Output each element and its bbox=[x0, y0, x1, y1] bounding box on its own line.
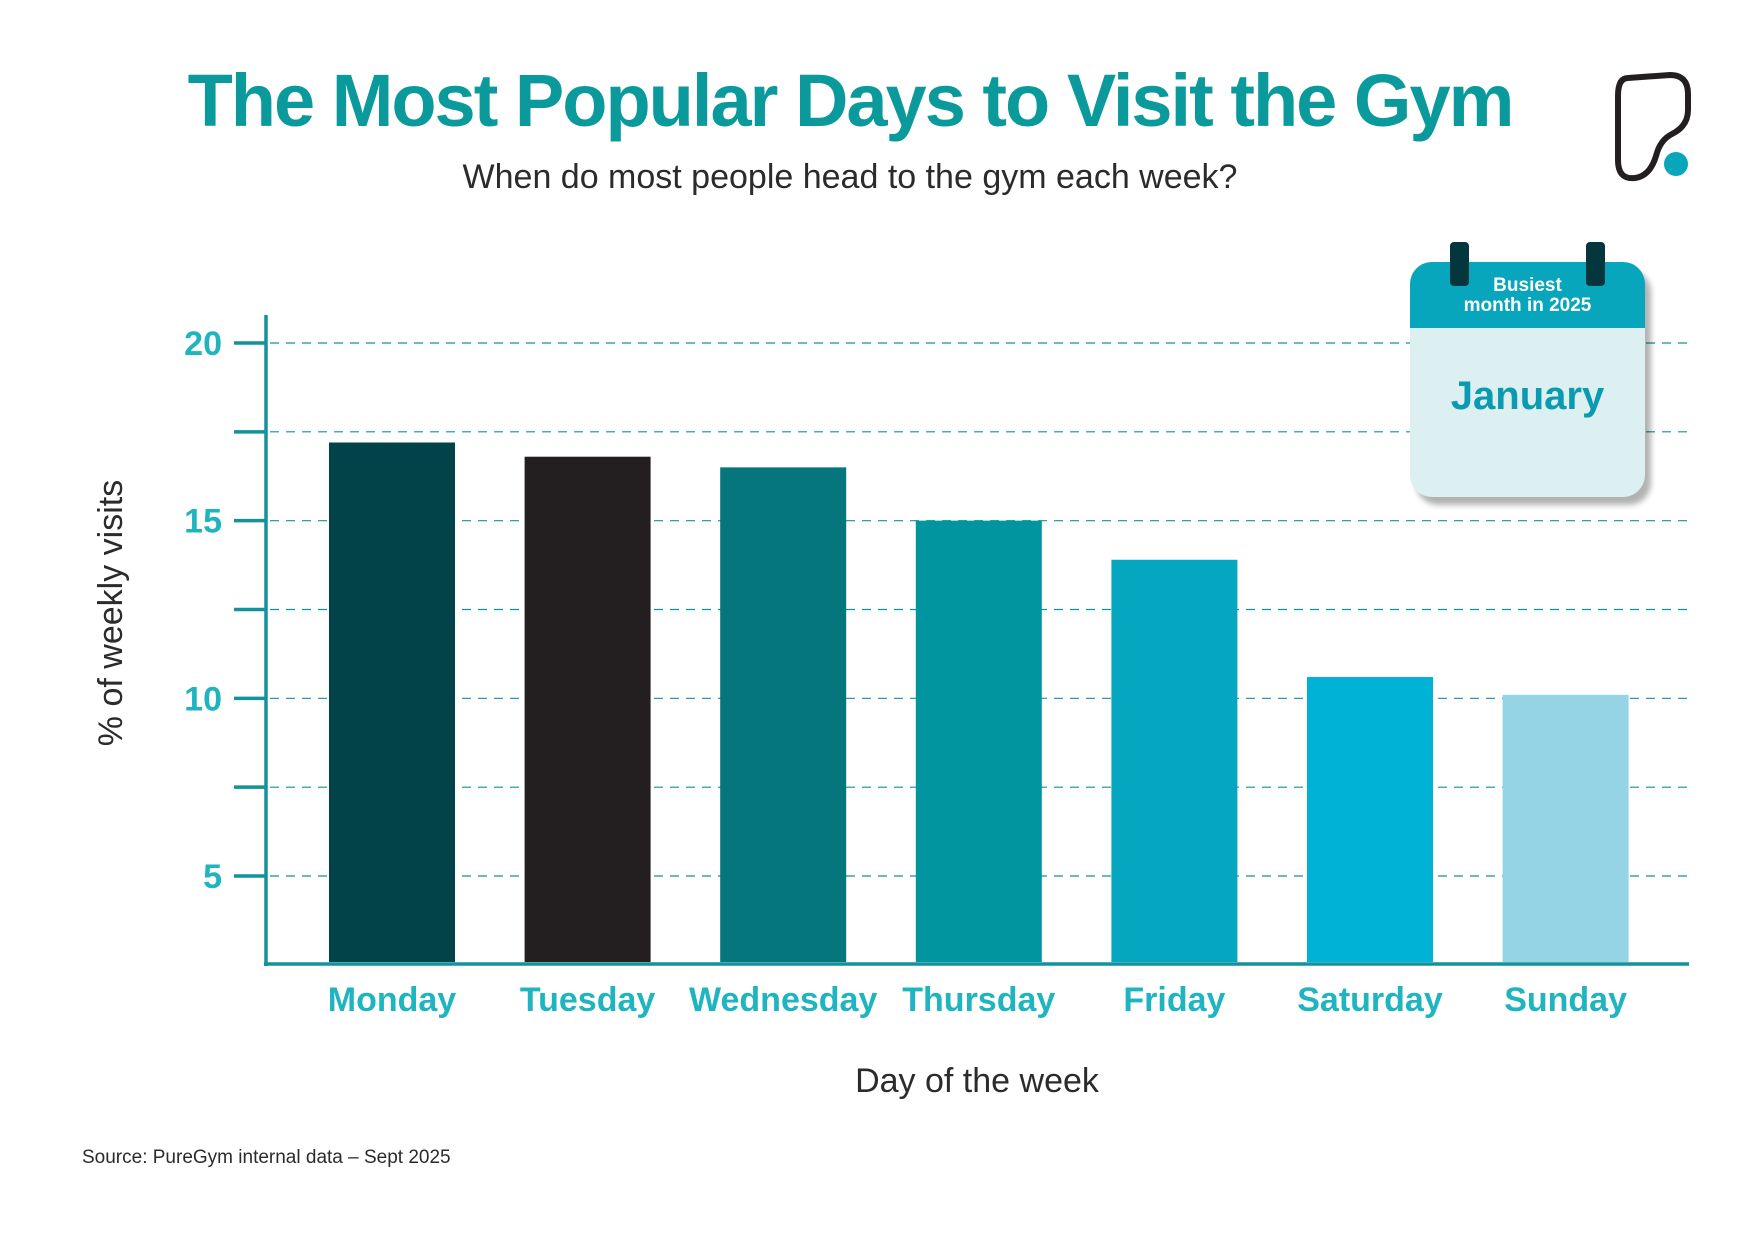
calendar-ring-right-icon bbox=[1586, 242, 1605, 286]
x-tick-label: Tuesday bbox=[520, 981, 656, 1019]
chart-title: The Most Popular Days to Visit the Gym bbox=[187, 59, 1515, 142]
y-tick-label: 20 bbox=[184, 325, 222, 363]
chart-subtitle: When do most people head to the gym each… bbox=[462, 158, 1238, 196]
x-tick-labels: Monday Tuesday Wednesday Thursday Friday Satu… bbox=[328, 981, 1627, 1019]
bar-saturday bbox=[1307, 677, 1433, 962]
bar-tuesday bbox=[524, 456, 651, 962]
callout-header: Busiest month in 2025 bbox=[1410, 262, 1645, 328]
bars bbox=[329, 442, 1629, 962]
callout-label-line1: Busiest bbox=[1493, 275, 1562, 296]
x-tick-label: Monday bbox=[328, 981, 457, 1019]
busiest-month-callout: Busiest month in 2025 January bbox=[1410, 242, 1645, 497]
x-axis-title: Day of the week bbox=[855, 1062, 1100, 1100]
puregym-logo bbox=[1615, 71, 1691, 182]
bar-wednesday bbox=[720, 467, 847, 962]
bar-sunday bbox=[1502, 694, 1629, 962]
bar-friday bbox=[1111, 559, 1238, 962]
y-tick-labels: 5 10 15 20 bbox=[184, 325, 222, 896]
y-axis-title: % of weekly visits bbox=[92, 480, 130, 746]
x-tick-label: Friday bbox=[1123, 981, 1225, 1019]
y-tick-label: 15 bbox=[184, 503, 222, 541]
callout-month: January bbox=[1450, 374, 1605, 418]
axes bbox=[234, 315, 1689, 966]
bar-monday bbox=[329, 442, 455, 962]
calendar-ring-left-icon bbox=[1450, 242, 1469, 286]
y-tick-label: 5 bbox=[203, 858, 222, 896]
x-tick-label: Wednesday bbox=[689, 981, 877, 1019]
x-tick-label: Saturday bbox=[1297, 981, 1443, 1019]
y-tick-label: 10 bbox=[184, 680, 222, 718]
source-note: Source: PureGym internal data – Sept 202… bbox=[82, 1147, 451, 1168]
bar-thursday bbox=[915, 520, 1042, 962]
x-tick-label: Thursday bbox=[902, 981, 1055, 1019]
callout-label-line2: month in 2025 bbox=[1463, 295, 1592, 316]
x-tick-label: Sunday bbox=[1504, 981, 1627, 1019]
